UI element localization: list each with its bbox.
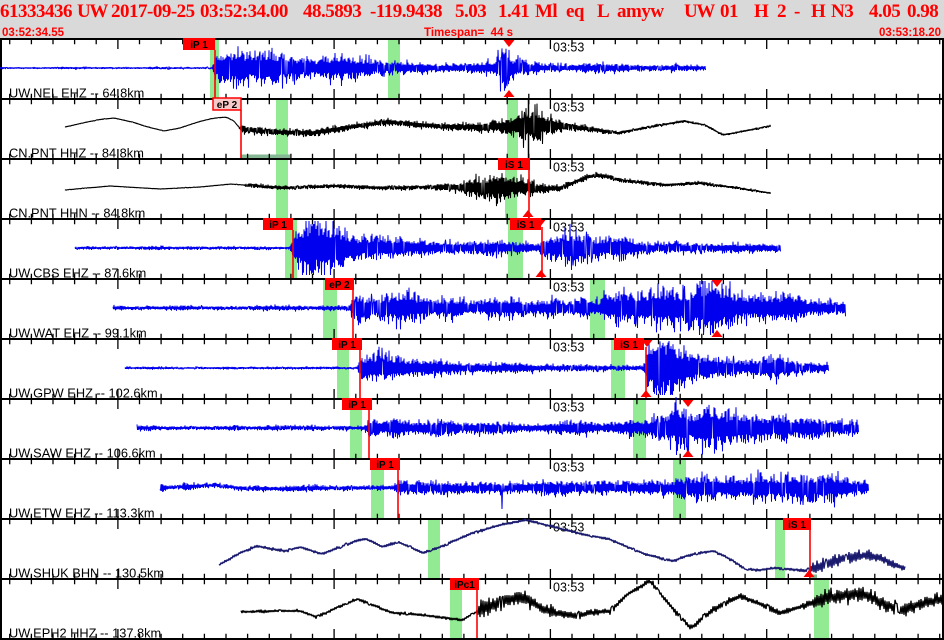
svg-text:iS 1: iS 1 <box>788 520 806 531</box>
svg-text:03:53: 03:53 <box>553 161 584 175</box>
svg-text:03:53: 03:53 <box>553 401 584 415</box>
svg-text:03:53: 03:53 <box>553 101 584 115</box>
svg-text:CN.PNT HHN -- 84.8km: CN.PNT HHN -- 84.8km <box>9 206 145 221</box>
svg-text:UW.WAT EHZ -- 99.1km: UW.WAT EHZ -- 99.1km <box>9 326 147 341</box>
svg-text:03:53: 03:53 <box>553 581 584 595</box>
svg-text:UW.NEL EHZ -- 64.8km: UW.NEL EHZ -- 64.8km <box>9 86 144 101</box>
svg-text:eP 2: eP 2 <box>329 280 350 291</box>
svg-text:UW.EPH2 HHZ -- 137.8km: UW.EPH2 HHZ -- 137.8km <box>9 626 161 640</box>
svg-text:03:53: 03:53 <box>553 341 584 355</box>
svg-text:UW.SAW EHZ -- 106.6km: UW.SAW EHZ -- 106.6km <box>9 446 156 461</box>
svg-text:UW.ETW EHZ -- 113.3km: UW.ETW EHZ -- 113.3km <box>9 506 155 521</box>
svg-text:iS 1: iS 1 <box>505 160 523 171</box>
svg-text:eP 2: eP 2 <box>217 100 238 111</box>
svg-text:iS 1: iS 1 <box>620 340 638 351</box>
svg-text:iP 1: iP 1 <box>338 340 356 351</box>
svg-text:UW.SHUK BHN -- 130.5km: UW.SHUK BHN -- 130.5km <box>9 566 164 581</box>
svg-text:03:53: 03:53 <box>553 461 584 475</box>
svg-text:CN.PNT HHZ -- 84.8km: CN.PNT HHZ -- 84.8km <box>9 146 144 161</box>
svg-text:03:53: 03:53 <box>553 521 584 535</box>
svg-text:UW.CBS EHZ -- 87.6km: UW.CBS EHZ -- 87.6km <box>9 266 146 281</box>
svg-text:iP 1: iP 1 <box>269 220 287 231</box>
svg-text:03:53: 03:53 <box>553 41 584 55</box>
svg-text:iPc1: iPc1 <box>454 580 475 591</box>
svg-text:03:53: 03:53 <box>553 281 584 295</box>
svg-text:iP 1: iP 1 <box>376 460 394 471</box>
svg-text:03:53: 03:53 <box>553 221 584 235</box>
svg-text:iP 1: iP 1 <box>348 400 366 411</box>
svg-text:iP 1: iP 1 <box>190 40 208 51</box>
svg-text:iS 1: iS 1 <box>517 220 535 231</box>
svg-text:UW.GPW EHZ -- 102.6km: UW.GPW EHZ -- 102.6km <box>9 386 158 401</box>
